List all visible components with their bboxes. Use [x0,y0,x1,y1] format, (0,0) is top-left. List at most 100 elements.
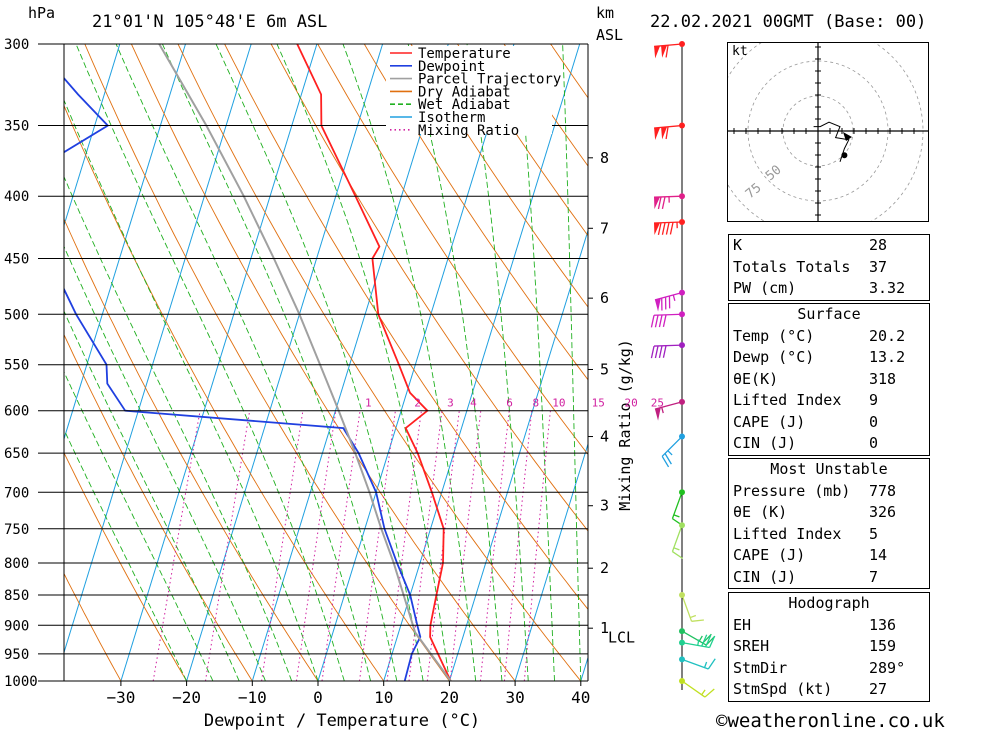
wind-barb-flag [661,126,668,140]
wind-barb-feather [708,635,716,648]
index-value: 326 [869,503,897,521]
legend-entry: Dry Adiabat [418,84,511,100]
wind-barb-shaft [681,680,706,698]
wind-barb-shaft [653,344,683,347]
pressure-label: 400 [4,189,29,205]
wind-barb-feather [658,314,663,328]
height-tick-label: 7 [600,219,609,237]
wind-barb-feather [704,688,715,698]
wind-barb-shaft [671,492,683,519]
pressure-label: 350 [4,119,29,135]
index-row: EH 136 [729,615,929,637]
temperature-line [296,44,452,681]
mixing-ratio-label: 20 [624,397,637,410]
mixing-ratio-label: 1 [365,397,372,410]
mixing-ratio-line [426,410,460,681]
hodograph-arrow [843,132,852,141]
index-row: θE(K) 318 [729,369,929,391]
wind-barb-half-feather [667,450,673,456]
wet-adiabat-line [75,44,345,681]
pressure-label: 1000 [4,674,38,690]
index-label: Totals Totals [733,257,851,276]
index-row: StmSpd (kt) 27 [729,679,929,701]
mixing-ratio-line [205,410,251,681]
wind-barb-feather [705,635,712,648]
index-row: Pressure (mb) 778 [729,481,929,503]
lcl-label: LCL [608,628,635,646]
legend-background [386,46,552,134]
height-tick-label: 6 [600,289,609,307]
wind-barb-feather [661,196,666,210]
wind-barb-flag [654,222,661,235]
legend-entry: Isotherm [418,110,485,126]
x-tick-label: −20 [172,688,201,707]
pressure-unit-label: hPa [28,4,56,22]
index-row: Dewp (°C) 13.2 [729,347,929,369]
legend-entry: Temperature [418,46,511,62]
dry-adiabat-line [84,44,450,681]
wind-barb-feather [664,453,672,465]
wind-barb-shaft [681,630,707,646]
wind-barb-feather [665,126,669,140]
mixing-ratio-line [321,410,361,681]
wind-barb-feather [672,551,684,560]
wind-barb-flag [661,45,668,58]
x-tick-label: 10 [374,688,393,707]
pressure-label: 850 [4,588,29,604]
index-value: 14 [869,546,888,564]
wind-barb-feather [661,222,666,235]
dry-adiabat-line [363,44,588,381]
x-axis-label: Dewpoint / Temperature (°C) [204,711,480,731]
mixing-ratio-line [408,410,443,681]
mixing-ratio-line [359,410,396,681]
mixing-ratio-label: 6 [506,397,513,410]
index-row: SREH 159 [729,636,929,658]
wind-barb-half-feather [673,547,680,551]
isotherm-line [317,44,515,681]
index-label: θE(K) [733,369,779,388]
wind-barb-feather [657,196,662,210]
isotherm-line [383,44,581,681]
hodograph-unit-label: kt [732,44,748,59]
dry-adiabat-line [130,44,516,681]
index-row: CIN (J) 0 [729,433,929,455]
height-tick-label: 5 [600,360,609,378]
index-row: PW (cm) 3.32 [729,278,929,300]
pressure-label: 900 [4,618,29,634]
wind-barb-half-feather [703,661,708,668]
wind-barb-feather [665,45,669,58]
index-row: CIN (J) 7 [729,567,929,589]
index-value: 7 [869,567,879,586]
legend-entry: Dewpoint [418,59,485,75]
pressure-label: 750 [4,522,29,538]
x-tick-label: 20 [440,688,459,707]
dry-adiabat-line [64,218,319,681]
index-label: EH [733,615,752,634]
wind-barb-feather [654,345,659,359]
wind-barb-flag [654,407,661,421]
wind-barb-feather [669,222,674,235]
wet-adiabat-line [64,370,214,681]
index-label: Dewp (°C) [733,348,815,366]
wind-barb-feather [665,222,670,235]
wind-barb-flag [654,196,661,210]
dry-adiabat-line [410,44,588,308]
wind-barb-shaft [654,292,683,301]
index-label: PW (cm) [733,279,797,297]
mixing-ratio-line [479,410,510,681]
credit: ©weatheronline.co.uk [716,710,945,732]
index-label: CIN (J) [733,434,797,452]
index-label: Lifted Index [733,524,842,543]
legend-entry: Parcel Trajectory [418,72,561,88]
pressure-label: 450 [4,252,29,268]
index-value: 318 [869,369,897,388]
indices-most-unstable: Most Unstable Pressure (mb) 778 θE (K) 326 Li… [728,458,930,589]
datetime-title: 22.02.2021 00GMT (Base: 00) [650,12,927,32]
dry-adiabat-line [457,44,588,237]
mixing-ratio-label: 10 [552,397,565,410]
mixing-ratio-label: 15 [592,397,605,410]
wet-adiabat-line [64,310,240,681]
index-value: 37 [869,257,888,276]
pressure-label: 950 [4,647,29,663]
